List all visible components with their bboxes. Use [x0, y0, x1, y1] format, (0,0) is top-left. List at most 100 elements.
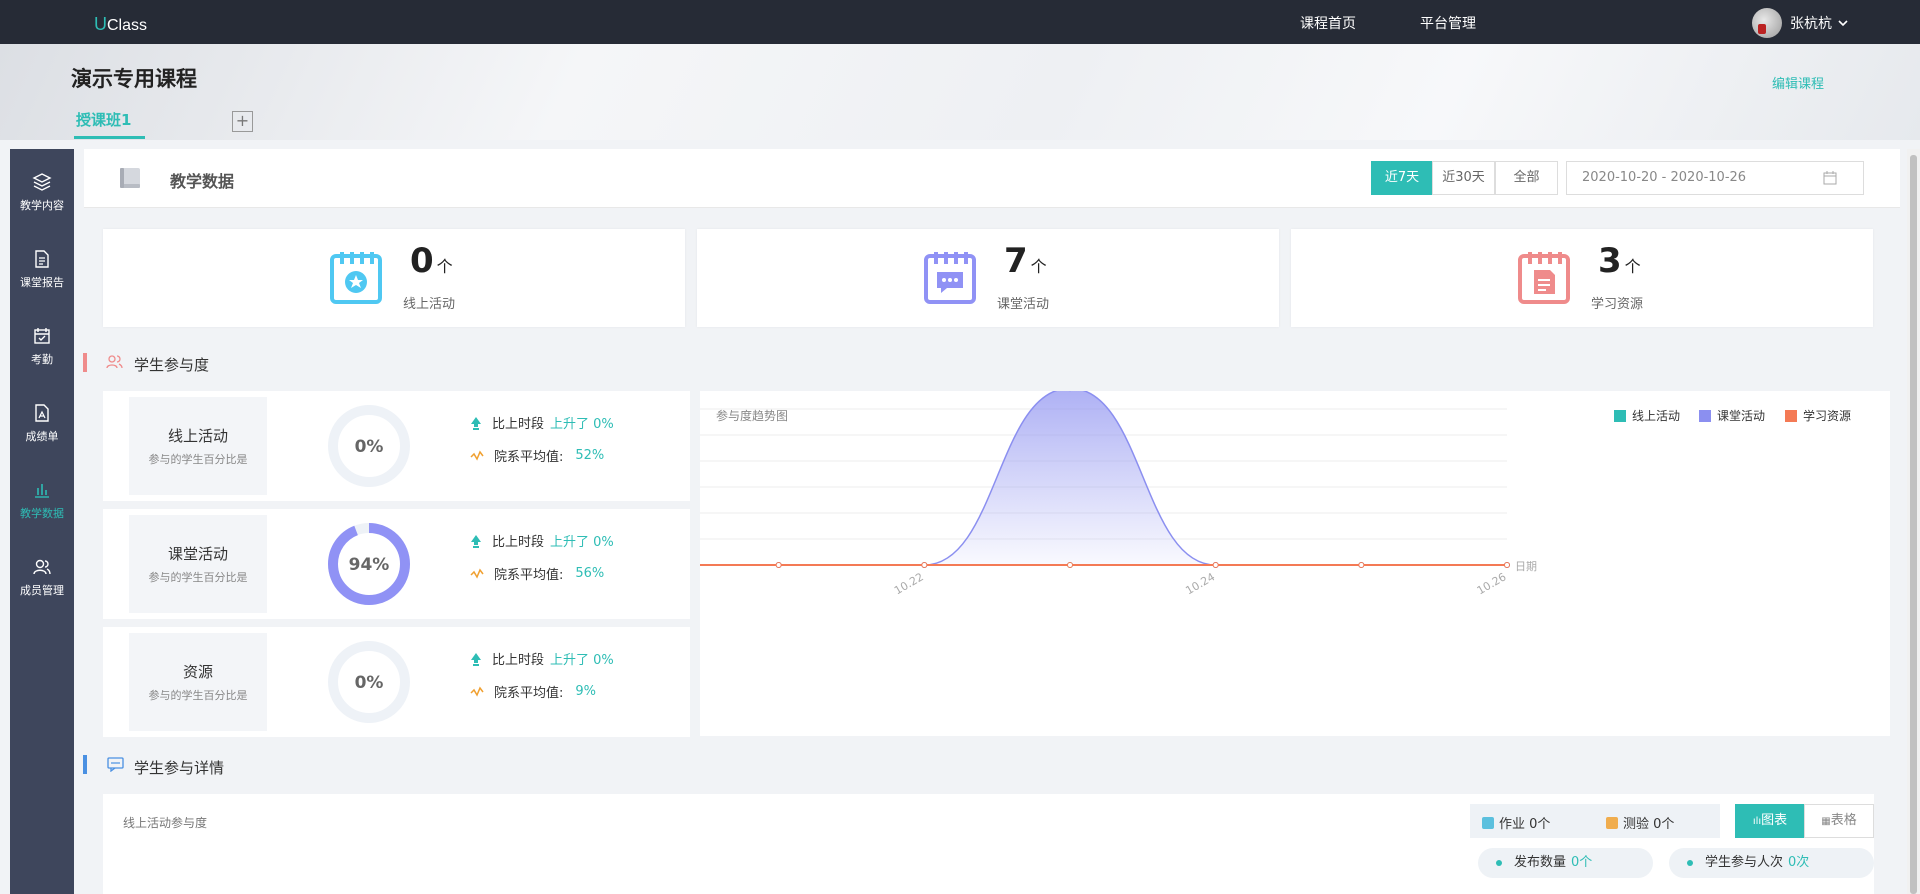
date-range-value: 2020-10-20 - 2020-10-26: [1582, 170, 1747, 185]
stat-label: 线上活动: [403, 297, 456, 312]
sidebar-item-members[interactable]: 成员管理: [10, 556, 74, 598]
activity-subtitle: 参与的学生百分比是: [148, 571, 248, 584]
checkbox-icon: [1606, 817, 1618, 829]
legend-item[interactable]: 学习资源: [1785, 407, 1851, 424]
activity-filter: 作业 0个 测验 0个: [1470, 804, 1720, 838]
avg-line: 院系平均值: 52%: [470, 446, 604, 465]
detail-card-title: 线上活动参与度: [123, 816, 208, 830]
section-title-participation: 学生参与度: [134, 356, 210, 374]
users-icon: [33, 559, 51, 575]
course-title: 演示专用课程: [71, 67, 197, 91]
calendar-check-icon: [34, 328, 50, 344]
book-icon: [120, 168, 140, 188]
nav-platform-admin[interactable]: 平台管理: [1420, 16, 1476, 32]
sidebar: 教学内容 课堂报告 考勤 成绩单 教学数据 成员管理: [10, 149, 74, 894]
legend-item[interactable]: 线上活动: [1614, 407, 1680, 424]
bar-chart-icon: [35, 484, 49, 498]
chart-title: 参与度趋势图: [716, 409, 789, 423]
legend-swatch: [1785, 409, 1797, 422]
stat-label: 课堂活动: [997, 297, 1050, 312]
data-point: [1212, 562, 1219, 568]
users-icon: [106, 355, 123, 369]
activity-label-box: 资源 参与的学生百分比是: [129, 633, 267, 731]
sidebar-item-teaching-content[interactable]: 教学内容: [10, 171, 74, 213]
chevron-down-icon: [1838, 20, 1848, 27]
activity-name: 资源: [182, 663, 213, 681]
online-activity-icon: [330, 252, 382, 304]
x-tick-label: 10.24: [1183, 570, 1217, 597]
activity-card-class: 课堂活动 参与的学生百分比是 94% 比上时段 上升了 0% 院系平均值: 56%: [103, 509, 690, 619]
data-point: [1358, 562, 1365, 568]
percent-ring: 0%: [328, 405, 410, 487]
svg-text:0%: 0%: [355, 437, 384, 457]
up-arrow-icon: [471, 416, 481, 430]
up-arrow-icon: [471, 534, 481, 548]
course-header: [0, 44, 1920, 140]
checkbox-icon: [1482, 817, 1494, 829]
add-class-button[interactable]: +: [232, 111, 253, 132]
filter-homework[interactable]: 作业 0个: [1482, 813, 1550, 832]
avatar: [1752, 8, 1782, 38]
activity-label-box: 课堂活动 参与的学生百分比是: [129, 515, 267, 613]
stat-label: 学习资源: [1591, 297, 1644, 312]
report-icon: [35, 404, 49, 422]
app-logo[interactable]: UClass: [94, 14, 148, 34]
activity-name: 课堂活动: [167, 545, 228, 563]
sidebar-item-attendance[interactable]: 考勤: [10, 325, 74, 367]
participation-count-pill: 学生参与人次 0次: [1669, 848, 1874, 878]
range-7-days-button[interactable]: 近7天: [1371, 161, 1433, 195]
document-icon: [35, 250, 49, 268]
activity-label-box: 线上活动 参与的学生百分比是: [129, 397, 267, 495]
edit-course-link[interactable]: 编辑课程: [1772, 77, 1825, 92]
section-marker: [83, 353, 87, 372]
user-menu[interactable]: 张杭杭: [1752, 8, 1850, 38]
section-marker: [83, 755, 87, 774]
range-all-button[interactable]: 全部: [1495, 161, 1558, 195]
compare-line: 比上时段 上升了 0%: [470, 413, 614, 432]
filter-quiz[interactable]: 测验 0个: [1606, 813, 1674, 832]
publish-count-pill: 发布数量 0个: [1478, 848, 1653, 878]
data-point: [1504, 562, 1510, 568]
range-30-days-button[interactable]: 近30天: [1432, 161, 1495, 195]
resources-icon: [1518, 252, 1570, 304]
scrollbar-thumb[interactable]: [1910, 155, 1917, 894]
sidebar-item-label: 成绩单: [25, 430, 59, 443]
activity-subtitle: 参与的学生百分比是: [148, 689, 248, 702]
sidebar-item-label: 成员管理: [20, 584, 64, 597]
sidebar-item-class-report[interactable]: 课堂报告: [10, 248, 74, 290]
trend-icon: [470, 686, 484, 697]
sidebar-item-label: 考勤: [31, 353, 53, 366]
chart-view-button[interactable]: ılı图表: [1735, 804, 1805, 838]
table-view-button[interactable]: ▦表格: [1804, 804, 1874, 838]
bar-chart-icon: ılı: [1752, 816, 1762, 827]
sidebar-item-transcript[interactable]: 成绩单: [10, 402, 74, 444]
top-bar: [0, 0, 1920, 44]
data-point: [775, 562, 782, 568]
nav-course-home[interactable]: 课程首页: [1300, 16, 1356, 32]
data-point: [1067, 562, 1073, 568]
layers-icon: [32, 173, 52, 191]
user-name: 张杭杭: [1790, 16, 1832, 32]
data-point: [921, 562, 928, 568]
compare-line: 比上时段 上升了 0%: [470, 531, 614, 550]
section-title-detail: 学生参与详情: [134, 759, 225, 777]
calendar-icon: [1823, 171, 1837, 185]
svg-text:0%: 0%: [355, 673, 384, 693]
tab-class-1[interactable]: 授课班1: [76, 111, 132, 129]
percent-ring: 0%: [328, 641, 410, 723]
chat-icon: [107, 757, 124, 772]
trend-icon: [470, 568, 484, 579]
table-icon: ▦: [1821, 816, 1831, 827]
up-arrow-icon: [471, 652, 481, 666]
date-range-input[interactable]: 2020-10-20 - 2020-10-26: [1566, 161, 1864, 195]
activity-card-online: 线上活动 参与的学生百分比是 0% 比上时段 上升了 0% 院系平均值: 52%: [103, 391, 690, 501]
sidebar-item-teaching-data[interactable]: 教学数据: [10, 479, 74, 521]
legend-item[interactable]: 课堂活动: [1699, 407, 1765, 424]
